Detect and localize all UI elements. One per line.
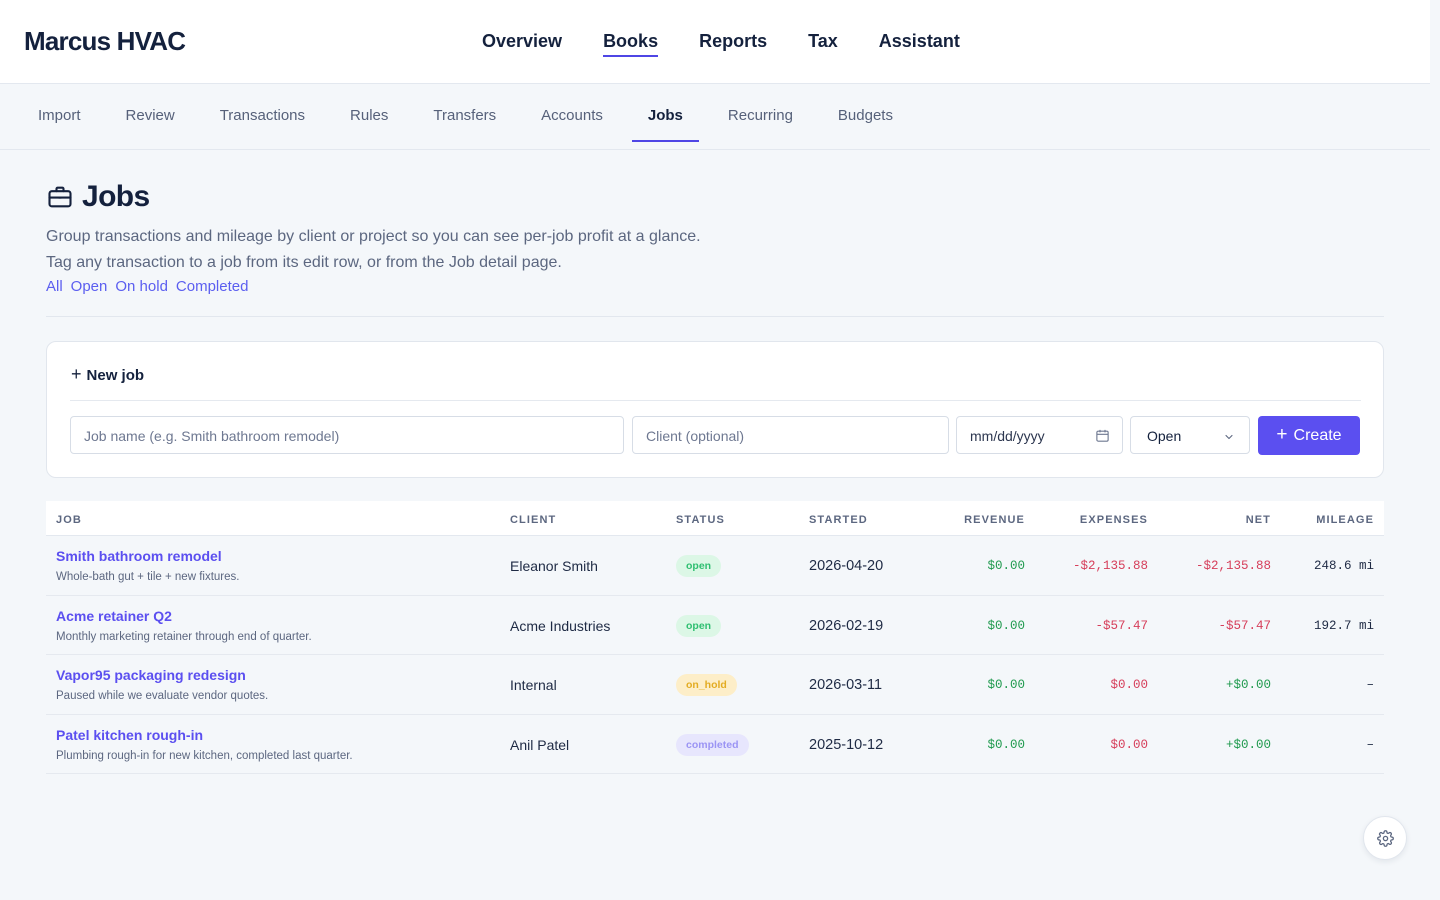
filter-all[interactable]: All [46,278,63,295]
page-heading: Jobs [82,180,150,213]
job-name-link[interactable]: Vapor95 packaging redesign [56,667,246,683]
header-mileage[interactable]: MILEAGE [1316,514,1374,526]
header-revenue[interactable]: REVENUE [964,514,1025,526]
job-client: Anil Patel [510,736,570,753]
new-job-card: + New job Job name (e.g. Smith bathroom … [46,341,1384,478]
job-client: Eleanor Smith [510,558,598,574]
job-net: -$2,135.88 [1195,559,1271,573]
header-status[interactable]: STATUS [676,514,725,526]
plus-icon: + [71,364,82,384]
briefcase-icon [48,186,72,208]
job-started: 2026-03-11 [809,677,883,693]
job-expenses: -$57.47 [1095,618,1148,633]
header-net[interactable]: NET [1245,514,1271,526]
plus-icon: + [1276,423,1288,445]
job-client: Internal [510,677,557,693]
job-revenue: $0.00 [987,678,1025,692]
job-revenue: $0.00 [987,737,1025,752]
filter-on-hold[interactable]: On hold [115,278,168,295]
job-net: -$57.47 [1218,618,1271,633]
table-row[interactable]: Vapor95 packaging redesign Paused while … [46,655,1384,715]
nav-books[interactable]: Books [603,31,659,59]
status-badge: open [676,555,722,577]
status-select[interactable]: Open [1130,416,1250,454]
header-client[interactable]: CLIENT [510,514,557,526]
status-badge: completed [676,733,749,756]
filter-completed[interactable]: Completed [175,278,249,295]
table-header: JOB CLIENT STATUS STARTED REVENUE EXPENS… [46,501,1384,536]
nav-tax[interactable]: Tax [808,31,838,51]
job-net: +$0.00 [1225,678,1271,692]
status-select-value: Open [1147,428,1182,444]
job-name-link[interactable]: Acme retainer Q2 [56,607,172,624]
tab-review[interactable]: Review [125,107,175,124]
tab-budgets[interactable]: Budgets [837,107,893,124]
job-expenses: -$2,135.88 [1072,559,1148,573]
tab-accounts[interactable]: Accounts [541,107,603,124]
tab-import[interactable]: Import [38,107,81,124]
job-description: Paused while we evaluate vendor quotes. [56,690,269,702]
tab-transactions[interactable]: Transactions [219,107,306,124]
date-placeholder: mm/dd/yyyy [970,428,1045,444]
job-expenses: $0.00 [1110,678,1148,692]
books-subnav: Import Review Transactions Rules Transfe… [0,84,1430,150]
start-date-input[interactable]: mm/dd/yyyy [956,416,1123,454]
job-revenue: $0.00 [987,559,1025,573]
job-name-link[interactable]: Smith bathroom remodel [56,548,222,564]
nav-reports[interactable]: Reports [699,31,768,51]
gear-icon [1376,829,1394,847]
job-name-input[interactable]: Job name (e.g. Smith bathroom remodel) [70,416,624,454]
job-revenue: $0.00 [987,618,1025,633]
divider [46,316,1384,317]
header-started[interactable]: STARTED [809,514,868,526]
top-bar: Marcus HVAC Overview Books Reports Tax A… [0,0,1430,84]
job-mileage: 192.7 mi [1313,618,1374,633]
header-expenses[interactable]: EXPENSES [1079,514,1148,526]
status-filters: All Open On hold Completed [46,278,256,295]
table-row[interactable]: Acme retainer Q2 Monthly marketing retai… [46,596,1384,655]
page-title: Jobs [46,180,150,214]
jobs-table: JOB CLIENT STATUS STARTED REVENUE EXPENS… [46,501,1384,774]
card-divider [70,400,1361,401]
job-mileage: – [1366,737,1374,752]
job-mileage: 248.6 mi [1313,559,1374,573]
job-description: Monthly marketing retainer through end o… [56,630,312,643]
new-job-heading: New job [86,367,145,384]
header-job[interactable]: JOB [56,514,82,526]
tab-transfers[interactable]: Transfers [433,107,497,124]
chevron-down-icon [1225,434,1233,440]
job-started: 2025-10-12 [809,736,884,753]
job-expenses: $0.00 [1110,737,1148,752]
tab-rules[interactable]: Rules [350,107,389,124]
job-net: +$0.00 [1225,737,1271,752]
status-badge: open [676,614,722,637]
page-description-secondary: Tag any transaction to a job from its ed… [46,254,562,271]
job-client: Acme Industries [510,617,611,634]
job-description: Whole-bath gut + tile + new fixtures. [56,571,240,583]
job-name-link[interactable]: Patel kitchen rough-in [56,726,204,743]
job-mileage: – [1366,678,1374,692]
tab-jobs[interactable]: Jobs [631,84,699,142]
brand-logo[interactable]: Marcus HVAC [24,26,186,56]
create-button[interactable]: + Create [1258,416,1360,455]
table-row[interactable]: Patel kitchen rough-in Plumbing rough-in… [46,715,1384,774]
filter-open[interactable]: Open [70,278,108,295]
nav-overview[interactable]: Overview [482,31,563,51]
table-row[interactable]: Smith bathroom remodel Whole-bath gut + … [46,536,1384,596]
client-input[interactable]: Client (optional) [632,416,949,454]
job-description: Plumbing rough-in for new kitchen, compl… [56,749,353,762]
job-started: 2026-02-19 [809,617,884,634]
calendar-icon[interactable] [1095,428,1110,443]
job-started: 2026-04-20 [809,558,884,574]
create-label: Create [1293,426,1342,444]
page-description: Group transactions and mileage by client… [46,228,701,245]
nav-assistant[interactable]: Assistant [878,31,960,51]
new-job-toggle[interactable]: + New job [71,364,145,385]
status-badge: on_hold [676,674,737,696]
settings-button[interactable] [1363,816,1407,860]
main-nav: Overview Books Reports Tax Assistant [482,31,1001,59]
tab-recurring[interactable]: Recurring [727,107,793,124]
